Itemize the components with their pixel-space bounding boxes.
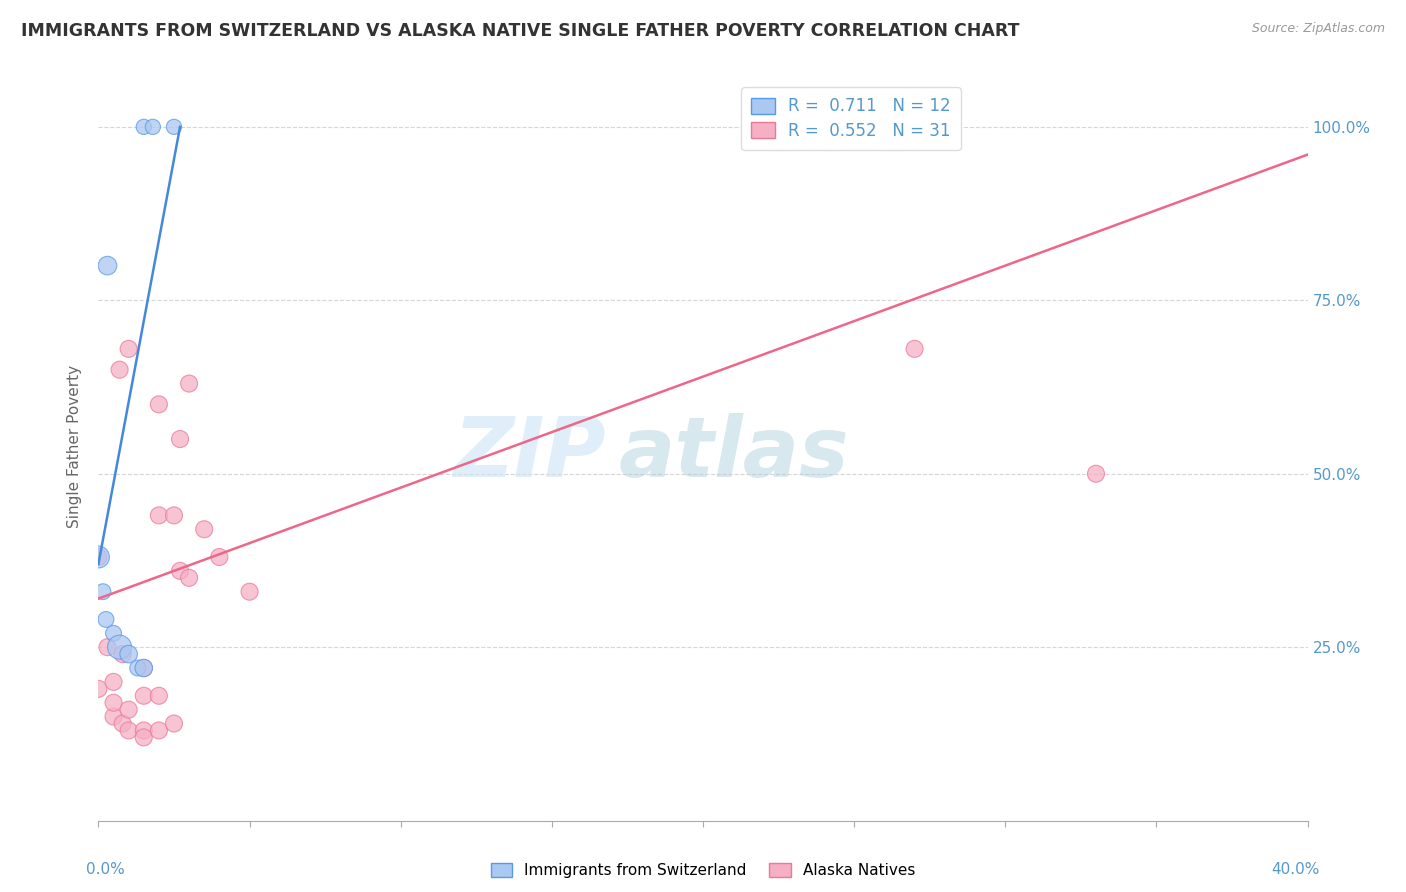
Point xyxy=(148,689,170,703)
Point xyxy=(148,508,170,523)
Point xyxy=(103,696,125,710)
Point xyxy=(111,647,134,661)
Point xyxy=(193,522,215,536)
Point xyxy=(132,661,155,675)
Text: 0.0%: 0.0% xyxy=(86,862,125,877)
Point xyxy=(132,723,155,738)
Point xyxy=(169,432,191,446)
Y-axis label: Single Father Poverty: Single Father Poverty xyxy=(67,365,83,527)
Point xyxy=(179,376,201,391)
Point xyxy=(94,612,117,626)
Point xyxy=(118,723,141,738)
Point xyxy=(163,120,186,134)
Point xyxy=(87,549,110,564)
Point xyxy=(1085,467,1108,481)
Point xyxy=(132,689,155,703)
Point xyxy=(169,564,191,578)
Point xyxy=(118,647,141,661)
Legend: R =  0.711   N = 12, R =  0.552   N = 31: R = 0.711 N = 12, R = 0.552 N = 31 xyxy=(741,87,960,150)
Legend: Immigrants from Switzerland, Alaska Natives: Immigrants from Switzerland, Alaska Nati… xyxy=(485,857,921,884)
Point xyxy=(127,661,149,675)
Point xyxy=(96,259,118,273)
Point xyxy=(132,731,155,745)
Point xyxy=(103,674,125,689)
Point xyxy=(87,681,110,696)
Point xyxy=(103,626,125,640)
Point xyxy=(118,703,141,717)
Point xyxy=(118,342,141,356)
Text: 40.0%: 40.0% xyxy=(1271,862,1320,877)
Text: atlas: atlas xyxy=(619,413,849,494)
Point xyxy=(103,709,125,723)
Point xyxy=(163,716,186,731)
Point xyxy=(148,397,170,411)
Text: IMMIGRANTS FROM SWITZERLAND VS ALASKA NATIVE SINGLE FATHER POVERTY CORRELATION C: IMMIGRANTS FROM SWITZERLAND VS ALASKA NA… xyxy=(21,22,1019,40)
Point xyxy=(111,716,134,731)
Point xyxy=(148,723,170,738)
Point xyxy=(91,584,114,599)
Point xyxy=(208,549,231,564)
Point xyxy=(179,571,201,585)
Point xyxy=(87,549,110,564)
Point xyxy=(142,120,165,134)
Point xyxy=(108,640,131,655)
Text: ZIP: ZIP xyxy=(454,413,606,494)
Point xyxy=(904,342,927,356)
Point xyxy=(163,508,186,523)
Point xyxy=(132,661,155,675)
Point xyxy=(96,640,118,655)
Point xyxy=(239,584,262,599)
Point xyxy=(132,120,155,134)
Text: Source: ZipAtlas.com: Source: ZipAtlas.com xyxy=(1251,22,1385,36)
Point xyxy=(108,362,131,376)
